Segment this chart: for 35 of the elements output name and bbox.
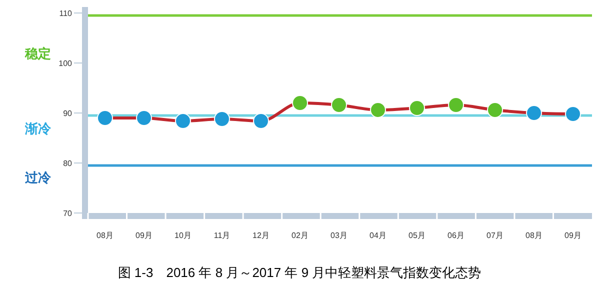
point: [214, 111, 230, 127]
point: [565, 106, 581, 122]
x-tick-label: 08月: [96, 231, 114, 240]
point: [448, 97, 464, 113]
point: [136, 110, 152, 126]
x-tick-label: 12月: [252, 231, 270, 240]
point: [409, 100, 425, 116]
y-tick-label: 80: [63, 158, 73, 168]
point: [175, 113, 191, 129]
text: 过冷: [24, 170, 52, 185]
x-tick-label: 03月: [330, 231, 348, 240]
text: 稳定: [24, 46, 51, 62]
point: [292, 95, 308, 111]
y-tick-label: 90: [63, 108, 73, 118]
x-tick-label: 06月: [448, 231, 464, 240]
point: [253, 113, 269, 129]
x-tick-label: 11月: [214, 231, 230, 240]
point: [526, 105, 542, 121]
x-tick-label: 09月: [136, 231, 152, 240]
text: 渐冷: [24, 121, 52, 136]
x-tick-label: 05月: [408, 231, 426, 240]
y-tick-label: 110: [59, 8, 73, 18]
text: 图 1-3 2016 年 8 月～2017 年 9 月中轻塑料景气指数变化态势: [118, 265, 482, 280]
point: [370, 102, 386, 118]
point: [331, 97, 347, 113]
x-tick-label: 07月: [486, 231, 504, 240]
y-tick-label: 70: [63, 208, 73, 218]
x-tick-label: 02月: [292, 231, 308, 240]
point: [97, 110, 113, 126]
y-tick-label: 100: [58, 58, 73, 68]
x-tick-label: 09月: [564, 231, 582, 240]
point: [487, 102, 503, 118]
x-tick-label: 04月: [370, 231, 386, 240]
x-tick-label: 08月: [526, 231, 542, 240]
x-tick-label: 10月: [174, 231, 192, 240]
